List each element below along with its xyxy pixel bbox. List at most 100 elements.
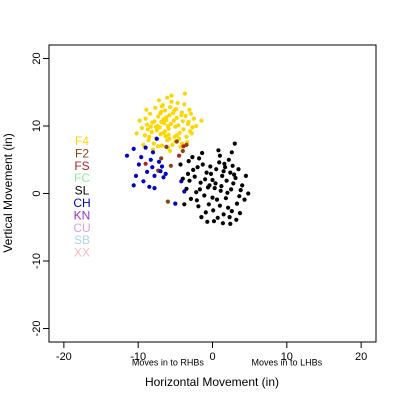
point-sl: [231, 181, 236, 186]
point-ch: [159, 164, 165, 169]
point-sl: [229, 150, 234, 155]
point-ch: [163, 171, 168, 176]
point-sl: [221, 169, 226, 174]
legend-entry-fc: FC: [74, 171, 90, 185]
point-f2: [165, 199, 170, 204]
point-sl: [234, 217, 239, 222]
point-sl: [226, 205, 231, 210]
point-fs: [177, 153, 182, 158]
point-sl: [196, 204, 201, 209]
point-sl: [226, 157, 231, 162]
point-f4: [148, 124, 153, 129]
point-fs: [181, 144, 186, 149]
point-sl: [228, 221, 233, 226]
legend-entry-sb: SB: [74, 233, 90, 247]
point-ch: [143, 145, 148, 150]
annotation-1: Moves in to LHBs: [252, 358, 323, 368]
point-f4: [168, 121, 173, 127]
point-sl: [223, 165, 228, 170]
point-sl: [228, 170, 233, 175]
point-f4: [147, 134, 152, 139]
point-f4: [143, 116, 148, 121]
y-tick-label: -10: [31, 253, 43, 269]
point-ch: [173, 201, 178, 206]
point-fs: [143, 161, 148, 166]
y-tick-label: 0: [31, 190, 43, 196]
point-sl: [211, 208, 216, 213]
legend-entry-cu: CU: [73, 221, 90, 235]
point-f4: [164, 115, 169, 120]
point-sl: [224, 178, 229, 183]
point-f4: [139, 125, 144, 131]
point-sl: [187, 178, 192, 183]
point-ch: [150, 150, 156, 155]
x-tick-label: 0: [209, 351, 215, 363]
x-tick-label: -20: [56, 351, 72, 363]
point-sl: [198, 180, 203, 185]
point-sl: [225, 190, 230, 195]
point-sl: [232, 141, 237, 146]
point-sl: [208, 164, 213, 169]
point-sl: [191, 167, 196, 172]
point-sl: [232, 172, 237, 177]
point-f4: [142, 133, 147, 138]
point-f4: [180, 119, 185, 124]
point-sl: [203, 177, 208, 182]
point-f4: [188, 111, 193, 116]
point-f4: [169, 93, 174, 98]
point-ch: [152, 173, 157, 178]
point-f4: [190, 125, 195, 130]
point-f4: [188, 129, 193, 134]
point-sl: [214, 197, 220, 202]
point-f4: [162, 108, 167, 113]
point-ch: [124, 153, 130, 158]
point-sl: [203, 210, 208, 215]
point-sl: [200, 150, 205, 156]
point-f4: [149, 130, 154, 135]
point-f4: [182, 102, 187, 107]
point-sl: [207, 183, 212, 188]
point-f4: [145, 127, 150, 132]
point-f4: [170, 142, 175, 147]
point-f4: [169, 99, 174, 104]
legend-entry-kn: KN: [74, 208, 91, 222]
point-ch: [141, 179, 146, 184]
point-f4: [153, 105, 158, 110]
point-sl: [182, 202, 187, 207]
point-f4: [152, 119, 157, 124]
point-sl: [242, 197, 247, 202]
point-sl: [194, 190, 199, 195]
point-f4: [159, 119, 164, 125]
y-axis-title: Vertical Movement (in): [1, 133, 15, 252]
point-sl: [184, 186, 189, 191]
point-sl: [227, 215, 232, 220]
legend-entry-sl: SL: [75, 184, 90, 198]
legend-entry-xx: XX: [74, 246, 90, 260]
point-sl: [205, 219, 210, 224]
point-f4: [181, 127, 186, 132]
point-sl: [219, 184, 224, 189]
x-axis-title: Horizontal Movement (in): [145, 375, 279, 389]
y-tick-label: -20: [31, 321, 43, 337]
point-sl: [212, 186, 217, 191]
point-f4: [167, 136, 172, 141]
legend-entry-fs: FS: [74, 159, 89, 173]
point-sl: [220, 173, 225, 178]
point-ch: [131, 183, 136, 188]
point-sl: [237, 211, 243, 216]
point-sl: [197, 187, 202, 192]
point-ch: [136, 162, 141, 167]
point-f4: [163, 134, 168, 139]
point-sl: [208, 171, 214, 176]
point-sl: [192, 174, 197, 179]
point-sl: [236, 167, 241, 172]
point-f4: [176, 123, 181, 128]
point-f4: [161, 130, 166, 135]
point-ch: [158, 169, 163, 174]
point-sl: [218, 188, 223, 193]
point-f2: [174, 139, 179, 144]
axes: -20 -10 0 10 20 -20 -10 0 10 20: [31, 52, 367, 363]
point-ch: [152, 186, 157, 191]
point-ch: [150, 165, 155, 170]
point-sl: [217, 160, 222, 165]
